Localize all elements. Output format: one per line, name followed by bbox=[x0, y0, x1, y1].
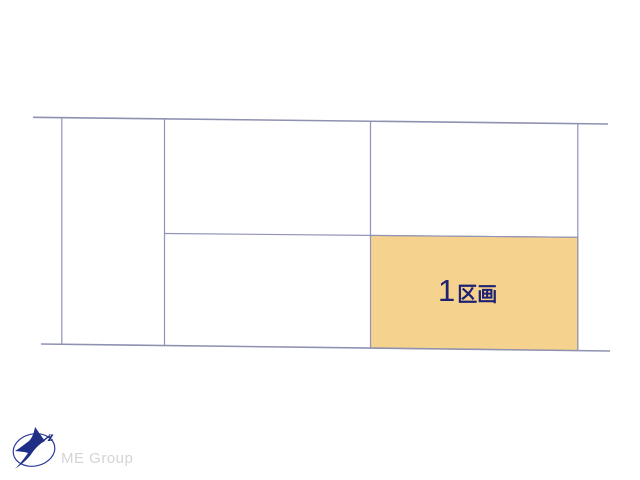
logo-ellipse-ring bbox=[12, 433, 56, 467]
bottom-road-boundary-line bbox=[40, 343, 611, 352]
logo-swoosh-line bbox=[42, 435, 51, 442]
swallow-bird-logo-icon: z bbox=[12, 427, 56, 469]
lot-number: 1 bbox=[438, 273, 456, 308]
lot-divider-horizontal bbox=[164, 232, 578, 238]
lot-unit-suffix: 区画 bbox=[457, 284, 498, 306]
swallow-bird-silhouette bbox=[15, 427, 45, 469]
brand-name: ME Group bbox=[61, 450, 134, 467]
logo-z-mark: z bbox=[47, 430, 54, 445]
lot-1-label: 1 区画 bbox=[438, 273, 498, 308]
top-road-boundary-line bbox=[32, 116, 609, 125]
